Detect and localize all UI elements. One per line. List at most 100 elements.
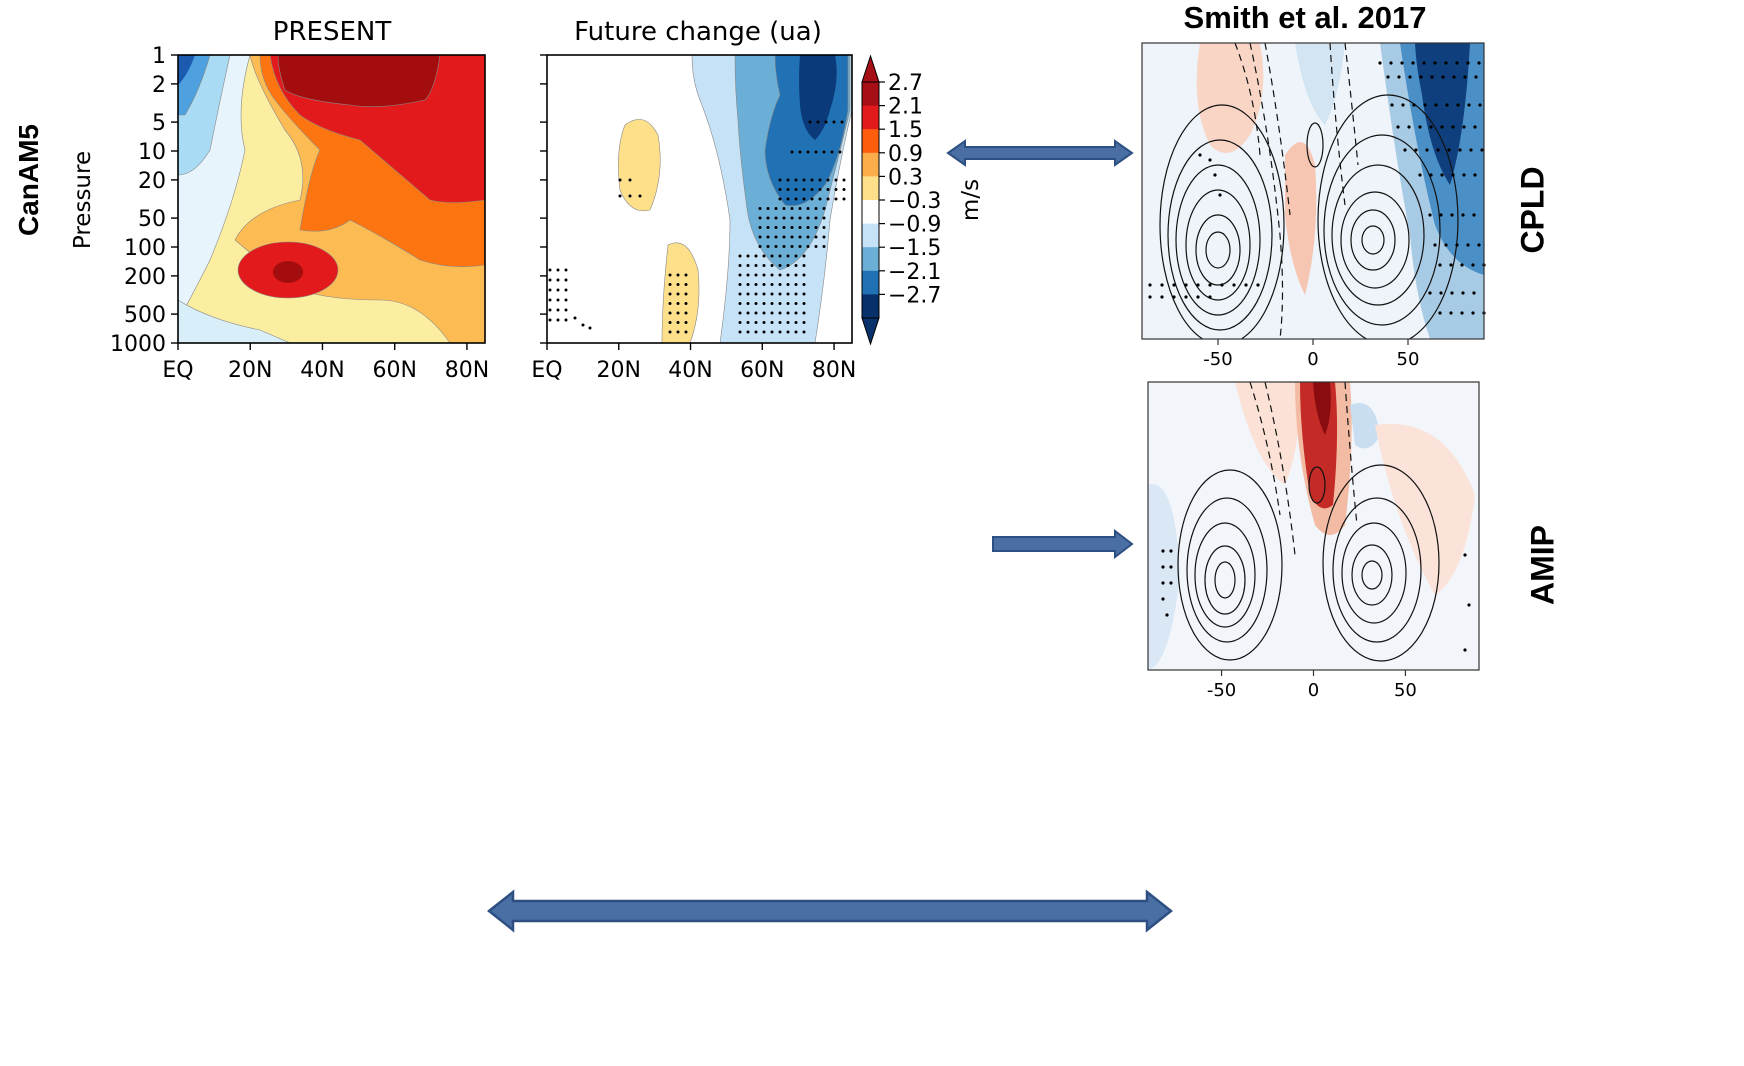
- arrow-amip: [992, 529, 1134, 559]
- stipple-dot: [564, 278, 568, 282]
- stipple-dot: [746, 273, 750, 277]
- y-tick-label: 1: [152, 44, 166, 69]
- stipple-dot: [1440, 173, 1444, 177]
- stipple-dot: [814, 235, 818, 239]
- stipple-dot: [802, 311, 806, 315]
- stipple-dot: [778, 197, 782, 201]
- y-tick-label: 1000: [110, 332, 166, 357]
- stipple-dot: [1429, 125, 1433, 129]
- stipple-dot: [770, 302, 774, 305]
- stipple-dot: [1160, 295, 1164, 299]
- stipple-dot: [814, 216, 818, 220]
- stipple-dot: [786, 197, 790, 201]
- future-change-title: Future change (ua): [574, 17, 822, 47]
- stipple-dot: [1169, 549, 1173, 553]
- stipple-dot: [838, 150, 842, 154]
- colorbar-unit-label: m/s: [958, 179, 984, 221]
- stipple-dot: [738, 321, 742, 324]
- stipple-dot: [774, 235, 778, 239]
- stipple-dot: [842, 178, 846, 182]
- y-tick-label: 100: [124, 236, 166, 261]
- colorbar: 2.72.11.50.90.3−0.3−0.9−1.5−2.1−2.7: [861, 54, 941, 346]
- stipple-dot: [1403, 148, 1407, 152]
- stipple-dot: [1196, 283, 1200, 287]
- stipple-dot: [806, 235, 810, 239]
- stipple-dot: [822, 207, 826, 210]
- stipple-dot: [746, 330, 750, 334]
- present-y-axis: 1 2 5 10 20 50 100 200 500 1000: [110, 44, 178, 357]
- stipple-dot: [1184, 295, 1188, 299]
- stipple-dot: [548, 288, 552, 292]
- stipple-dot: [794, 264, 798, 267]
- stipple-dot: [774, 207, 778, 210]
- stipple-dot: [676, 321, 680, 324]
- stipple-dot: [782, 245, 786, 248]
- future-y-axis: [540, 54, 547, 344]
- y-tick-label: 50: [138, 207, 166, 232]
- stipple-dot: [1430, 75, 1434, 79]
- colorbar-segment: [862, 129, 879, 154]
- stipple-dot: [754, 311, 758, 315]
- stipple-dot: [1161, 581, 1165, 585]
- stipple-dot: [1434, 103, 1438, 107]
- stipple-dot: [762, 302, 766, 305]
- present-ylabel: Pressure: [70, 151, 96, 249]
- stipple-dot: [746, 283, 750, 286]
- stipple-dot: [794, 283, 798, 286]
- stipple-dot: [738, 273, 742, 277]
- stipple-dot: [798, 207, 802, 210]
- stipple-dot: [1450, 213, 1454, 217]
- stipple-dot: [1172, 283, 1176, 287]
- stipple-dot: [684, 283, 688, 286]
- stipple-dot: [810, 188, 814, 191]
- stipple-dot: [786, 264, 790, 267]
- stipple-dot: [746, 321, 750, 324]
- stipple-dot: [668, 283, 672, 286]
- colorbar-segment: [862, 105, 879, 130]
- stipple-dot: [770, 292, 774, 296]
- stipple-dot: [676, 302, 680, 305]
- stipple-dot: [754, 283, 758, 286]
- stipple-dot: [573, 316, 577, 320]
- stipple-dot: [1445, 103, 1449, 107]
- stipple-dot: [1451, 173, 1455, 177]
- stipple-dot: [628, 178, 632, 182]
- x-tick-label: 0: [1308, 680, 1319, 701]
- stipple-dot: [684, 321, 688, 324]
- stipple-dot: [762, 273, 766, 277]
- stipple-dot: [1433, 243, 1437, 247]
- stipple-dot: [794, 178, 798, 182]
- stipple-dot: [564, 268, 568, 272]
- stipple-dot: [1461, 291, 1465, 295]
- stipple-dot: [1441, 75, 1445, 79]
- stipple-dot: [802, 264, 806, 267]
- stipple-dot: [778, 292, 782, 296]
- stipple-dot: [556, 298, 560, 302]
- stipple-dot: [1480, 148, 1484, 152]
- stipple-dot: [1467, 103, 1471, 107]
- stipple-dot: [818, 197, 822, 201]
- stipple-dot: [754, 321, 758, 324]
- stipple-dot: [840, 120, 844, 124]
- stipple-dot: [758, 235, 762, 239]
- stipple-dot: [1433, 61, 1437, 65]
- stipple-dot: [810, 178, 814, 182]
- stipple-dot: [1455, 243, 1459, 247]
- colorbar-tick-label: −0.3: [888, 189, 941, 214]
- x-tick-label: 40N: [668, 358, 712, 383]
- stipple-dot: [1444, 61, 1448, 65]
- stipple-dot: [668, 330, 672, 334]
- stipple-dot: [842, 197, 846, 201]
- stipple-dot: [794, 197, 798, 201]
- stipple-dot: [738, 254, 742, 258]
- stipple-dot: [1463, 553, 1467, 557]
- stipple-dot: [1473, 125, 1477, 129]
- present-title: PRESENT: [273, 17, 392, 47]
- stipple-dot: [790, 216, 794, 220]
- stipple-dot: [778, 302, 782, 305]
- stipple-dot: [676, 330, 680, 334]
- stipple-dot: [1463, 75, 1467, 79]
- stipple-dot: [786, 273, 790, 277]
- stipple-dot: [1411, 61, 1415, 65]
- stipple-dot: [588, 326, 592, 330]
